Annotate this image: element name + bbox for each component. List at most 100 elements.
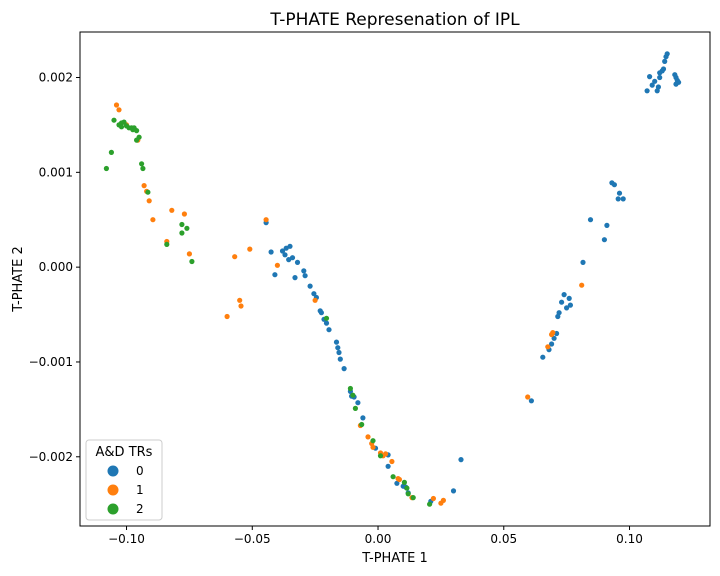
point-series-0-52: [302, 273, 308, 279]
y-axis-ticks: −0.002 −0.001 0.000 0.001 0.002: [29, 71, 80, 464]
point-series-0-17: [673, 81, 679, 87]
point-series-0-41: [268, 249, 274, 255]
legend: A&D TRs 0 1 2: [85, 439, 163, 521]
point-series-0-79: [458, 457, 464, 463]
point-series-2-18: [179, 221, 185, 228]
point-series-1-15: [274, 262, 280, 268]
point-series-0-49: [272, 272, 278, 278]
point-series-0-10: [649, 82, 655, 88]
point-series-0-19: [611, 182, 618, 188]
point-series-2-23: [323, 315, 330, 321]
point-series-1-0: [113, 102, 120, 108]
point-series-2-27: [359, 421, 365, 428]
point-series-2-34: [410, 495, 416, 501]
y-tick-label: −0.002: [29, 450, 73, 464]
point-series-1-34: [525, 394, 531, 400]
point-series-1-18: [224, 313, 230, 320]
point-series-2-29: [377, 453, 384, 459]
point-series-2-12: [134, 137, 140, 143]
legend-box: [85, 439, 163, 521]
point-series-0-57: [318, 310, 324, 316]
point-series-0-5: [657, 74, 663, 81]
point-series-2-17: [145, 189, 151, 195]
legend-marker-2: [107, 503, 119, 515]
point-series-0-30: [567, 302, 574, 308]
point-series-0-53: [307, 283, 313, 289]
point-series-1-7: [150, 217, 156, 223]
point-series-1-36: [545, 344, 551, 350]
point-series-1-21: [365, 434, 371, 440]
point-series-2-24: [347, 385, 353, 392]
point-series-0-62: [335, 345, 341, 351]
point-series-0-51: [301, 268, 307, 274]
legend-label-1: 1: [136, 483, 144, 497]
point-series-0-20: [616, 190, 623, 196]
legend-label-2: 2: [136, 502, 144, 516]
point-series-0-47: [286, 257, 292, 263]
point-series-0-27: [561, 292, 567, 298]
point-series-0-60: [326, 327, 332, 333]
point-series-0-39: [528, 398, 535, 404]
point-series-0-9: [654, 88, 660, 94]
x-tick-label: 0.10: [616, 532, 643, 546]
point-series-2-19: [184, 225, 190, 231]
point-series-0-33: [555, 313, 561, 320]
point-series-1-12: [232, 254, 238, 260]
point-series-2-16: [140, 165, 146, 172]
point-series-0-78: [450, 488, 457, 494]
y-axis-label: T-PHATE 2: [11, 246, 26, 313]
x-tick-label: −0.10: [108, 532, 145, 546]
point-series-2-20: [179, 230, 185, 236]
x-tick-label: 0.00: [365, 532, 392, 546]
point-series-2-30: [390, 474, 396, 480]
point-series-0-69: [355, 400, 361, 406]
point-series-0-29: [559, 299, 565, 305]
point-series-0-12: [644, 88, 650, 94]
point-series-1-13: [247, 246, 253, 252]
point-series-1-11: [186, 251, 192, 257]
point-series-0-35: [551, 335, 557, 341]
legend-marker-0: [107, 465, 119, 477]
point-series-2-21: [164, 241, 170, 247]
point-series-2-25: [350, 392, 356, 398]
point-series-0-61: [333, 339, 340, 345]
point-series-1-9: [181, 211, 187, 217]
point-series-0-64: [337, 356, 343, 362]
point-series-0-63: [336, 349, 342, 356]
point-series-2-33: [405, 491, 411, 497]
point-series-1-1: [116, 107, 122, 113]
point-series-0-7: [652, 78, 658, 84]
point-series-2-35: [427, 501, 433, 507]
point-series-0-45: [282, 252, 288, 258]
point-series-2-26: [352, 405, 358, 411]
points-layer: [103, 51, 682, 507]
point-series-1-27: [389, 458, 395, 465]
x-axis-ticks: −0.10 −0.05 0.00 0.05 0.10: [108, 526, 643, 546]
point-series-1-14: [263, 217, 269, 223]
point-series-1-23: [370, 444, 376, 450]
point-series-0-11: [647, 74, 653, 80]
point-series-0-74: [394, 480, 400, 486]
point-series-2-14: [103, 165, 109, 172]
point-series-0-65: [341, 366, 347, 372]
y-tick-label: 0.000: [39, 260, 73, 274]
point-series-2-9: [130, 127, 136, 133]
x-tick-label: 0.05: [490, 532, 517, 546]
point-series-2-32: [404, 485, 410, 491]
point-series-2-10: [118, 124, 125, 130]
y-tick-label: 0.002: [39, 71, 73, 85]
point-series-1-19: [312, 297, 318, 303]
point-series-0-24: [604, 222, 610, 228]
point-series-1-37: [550, 330, 556, 336]
legend-marker-1: [107, 484, 119, 496]
point-series-0-6: [657, 70, 663, 76]
point-series-1-33: [438, 500, 444, 506]
point-series-2-31: [401, 479, 407, 485]
x-axis-label: T-PHATE 1: [361, 551, 428, 566]
point-series-2-13: [108, 149, 114, 155]
chart-title: T-PHATE Represenation of IPL: [269, 10, 520, 30]
point-series-0-22: [620, 196, 626, 202]
point-series-1-31: [430, 495, 436, 502]
point-series-2-15: [139, 161, 145, 167]
